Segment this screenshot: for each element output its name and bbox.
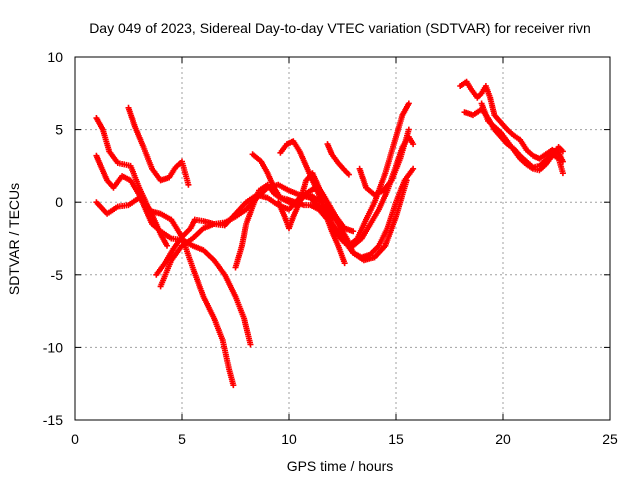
x-tick-label: 0 <box>71 431 79 447</box>
y-tick-label: -10 <box>43 339 63 355</box>
series-track-8 <box>249 151 417 261</box>
y-tick-label: -5 <box>51 267 64 283</box>
y-tick-label: -15 <box>43 412 63 428</box>
data-mark <box>478 100 566 174</box>
y-axis-title: SDTVAR / TECUs <box>6 183 22 295</box>
series-track-11 <box>324 141 352 178</box>
data-mark <box>249 151 417 261</box>
y-tick-label: 10 <box>47 49 63 65</box>
series-track-13 <box>457 78 566 165</box>
data-mark <box>275 170 357 235</box>
data-mark <box>324 141 352 178</box>
y-tick-label: 0 <box>55 194 63 210</box>
series-track-10 <box>275 170 357 235</box>
plot-frame <box>74 56 611 421</box>
data-mark <box>93 115 237 389</box>
series-track-14 <box>461 106 566 177</box>
axis-ticks <box>74 56 611 421</box>
x-tick-label: 10 <box>281 431 297 447</box>
x-tick-label: 20 <box>495 431 511 447</box>
x-tick-label: 15 <box>388 431 404 447</box>
data-mark <box>461 106 566 177</box>
series-track-3 <box>93 194 171 249</box>
series-track-15 <box>478 100 566 174</box>
series-track-4 <box>125 104 192 188</box>
series-track-12 <box>356 126 412 198</box>
x-tick-labels: 0 5 10 15 20 25 <box>71 431 618 447</box>
y-tick-labels: -15 -10 -5 0 5 10 <box>43 49 63 428</box>
data-mark <box>93 194 171 249</box>
data-mark <box>457 78 566 165</box>
x-tick-label: 25 <box>602 431 618 447</box>
series-track-1 <box>93 115 237 389</box>
data-mark <box>356 126 412 198</box>
x-tick-label: 5 <box>178 431 186 447</box>
y-tick-label: 5 <box>55 122 63 138</box>
data-marks <box>93 78 566 389</box>
x-axis-title: GPS time / hours <box>287 458 394 474</box>
chart-title: Day 049 of 2023, Sidereal Day-to-day VTE… <box>89 20 591 36</box>
data-mark <box>125 104 192 188</box>
